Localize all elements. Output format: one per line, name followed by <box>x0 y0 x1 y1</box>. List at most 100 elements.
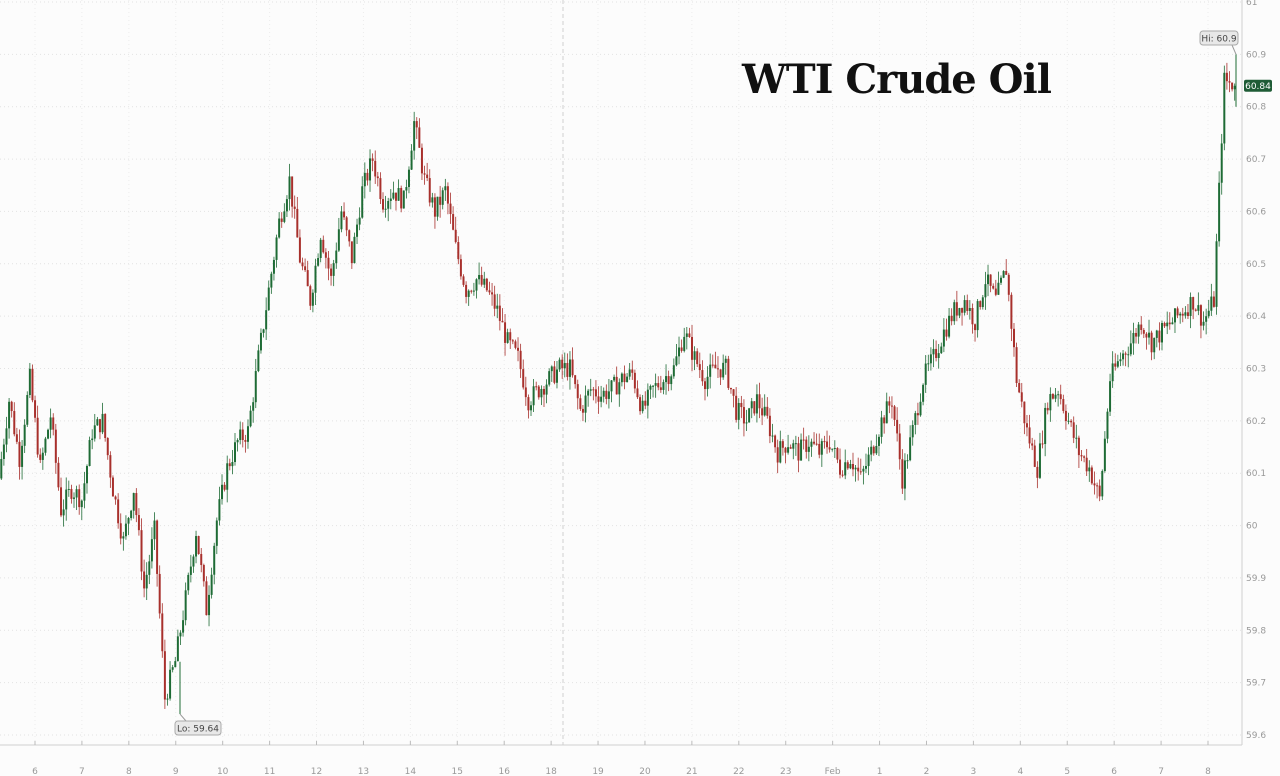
chart-title: WTI Crude Oil <box>742 56 1052 103</box>
candle-body <box>1036 466 1039 478</box>
candle-body <box>776 447 779 463</box>
candle-body <box>722 362 725 378</box>
candles <box>0 62 1236 709</box>
candle-body <box>511 340 514 342</box>
candle-body <box>405 187 408 191</box>
candle-body <box>228 463 231 467</box>
candle-body <box>26 395 29 425</box>
candle-body <box>750 401 753 409</box>
x-tick-label: 1 <box>877 767 883 776</box>
candle-body <box>1140 324 1143 330</box>
candle-body <box>851 463 854 470</box>
candle-body <box>794 443 797 445</box>
candle-body <box>293 206 296 209</box>
candle-body <box>652 385 655 387</box>
candle-body <box>818 443 821 455</box>
candle-body <box>859 471 862 473</box>
candle-body <box>446 186 449 204</box>
candle-body <box>688 333 691 338</box>
x-tick-label: 4 <box>1017 767 1023 776</box>
candle-body <box>246 426 249 442</box>
candle-body <box>1124 353 1127 355</box>
candle-body <box>1000 277 1003 283</box>
candle-body <box>208 594 211 616</box>
candle-body <box>898 433 901 460</box>
candle-body <box>581 408 584 413</box>
candle-body <box>672 365 675 377</box>
candle-body <box>646 389 649 406</box>
candle-body <box>413 121 416 151</box>
candle-body <box>21 445 24 467</box>
candle-body <box>254 371 257 403</box>
candle-body <box>394 192 397 201</box>
candle-body <box>239 429 242 441</box>
candle-body <box>171 667 174 670</box>
candle-body <box>714 364 717 369</box>
candle-body <box>332 263 335 276</box>
candle-body <box>1093 483 1096 486</box>
candle-body <box>877 436 880 446</box>
candle-body <box>740 402 743 408</box>
candle-body <box>1231 82 1234 90</box>
candle-body <box>356 224 359 237</box>
candle-body <box>1025 423 1028 428</box>
candle-body <box>1202 321 1205 326</box>
y-tick-label: 60.7 <box>1246 155 1266 165</box>
candle-body <box>870 446 873 455</box>
candle-body <box>241 429 244 441</box>
candle-body <box>259 332 262 351</box>
candle-body <box>768 415 771 437</box>
candle-body <box>519 350 522 370</box>
candle-body <box>703 381 706 390</box>
candle-body <box>800 439 803 461</box>
candle-body <box>34 400 37 418</box>
candle-body <box>797 443 800 461</box>
candle-body <box>979 301 982 308</box>
x-tick-label: 22 <box>733 767 744 776</box>
candle-body <box>454 229 457 243</box>
candle-body <box>298 237 301 263</box>
candle-body <box>667 376 670 385</box>
candle-body <box>270 273 273 288</box>
candle-body <box>779 441 782 463</box>
candle-body <box>784 447 787 453</box>
candle-body <box>192 556 195 567</box>
candle-body <box>1142 329 1145 334</box>
candle-body <box>415 121 418 128</box>
candle-body <box>976 301 979 331</box>
candle-body <box>491 292 494 295</box>
candle-body <box>161 613 164 652</box>
candle-body <box>607 391 610 399</box>
candle-body <box>737 402 740 420</box>
candle-body <box>337 229 340 251</box>
low-label: Lo: 59.64 <box>177 725 219 735</box>
candle-body <box>1135 332 1138 337</box>
candle-body <box>994 288 997 295</box>
candle-body <box>1148 332 1151 338</box>
x-tick-label: 6 <box>1111 767 1117 776</box>
candle-body <box>439 196 442 205</box>
candle-body <box>345 217 348 231</box>
candle-body <box>662 382 665 390</box>
candle-body <box>1077 437 1080 456</box>
candle-body <box>327 257 330 269</box>
candle-body <box>1205 316 1208 322</box>
candle-body <box>719 369 722 378</box>
candle-body <box>857 467 860 472</box>
candle-body <box>1158 330 1161 343</box>
candle-body <box>52 417 55 430</box>
y-tick-label: 60.3 <box>1246 365 1266 375</box>
candle-body <box>1067 420 1070 422</box>
candle-body <box>1150 332 1153 353</box>
candle-body <box>1049 394 1052 411</box>
candle-body <box>423 173 426 175</box>
candle-body <box>283 211 286 222</box>
candle-body <box>371 158 374 161</box>
candle-body <box>39 454 42 460</box>
candle-body <box>384 208 387 210</box>
candle-body <box>272 259 275 274</box>
candle-body <box>1057 394 1060 396</box>
candle-body <box>470 290 473 292</box>
candle-body <box>589 389 592 391</box>
candle-body <box>566 362 569 377</box>
